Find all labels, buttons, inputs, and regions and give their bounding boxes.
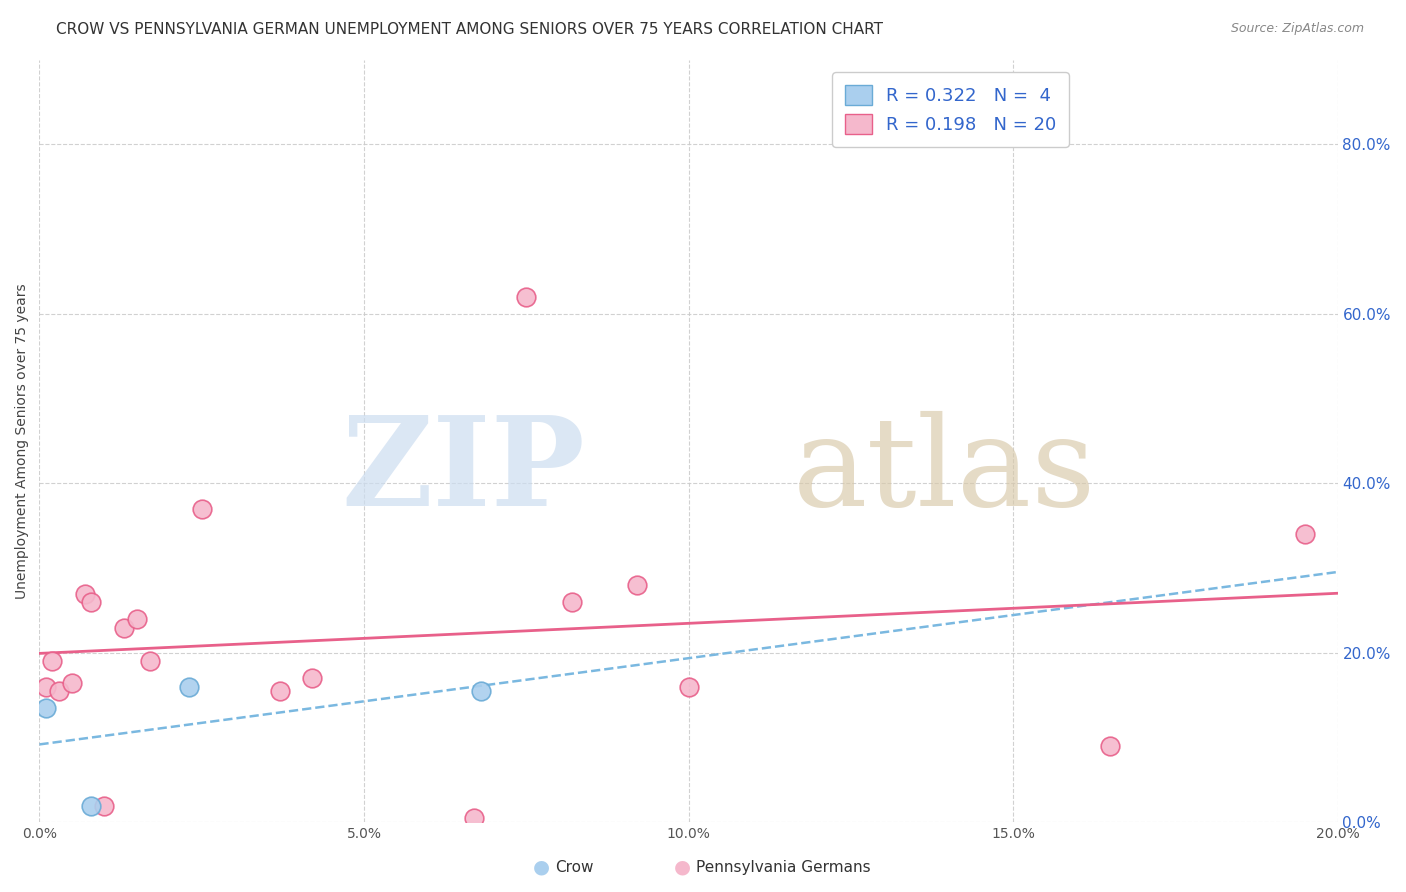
Point <box>80 798 103 813</box>
Point <box>626 578 648 592</box>
Point <box>269 684 291 698</box>
Point <box>1294 527 1316 541</box>
Point <box>80 595 103 609</box>
Point <box>48 684 70 698</box>
Text: Pennsylvania Germans: Pennsylvania Germans <box>696 860 870 874</box>
Point <box>41 654 63 668</box>
Point <box>177 680 200 694</box>
Text: ●: ● <box>673 857 690 877</box>
Point <box>190 501 212 516</box>
Y-axis label: Unemployment Among Seniors over 75 years: Unemployment Among Seniors over 75 years <box>15 284 30 599</box>
Text: ZIP: ZIP <box>340 411 585 532</box>
Point <box>139 654 162 668</box>
Point <box>301 671 323 685</box>
Point <box>470 684 492 698</box>
Point <box>678 680 700 694</box>
Point <box>112 620 135 634</box>
Point <box>463 811 485 825</box>
Point <box>515 290 537 304</box>
Point <box>73 586 96 600</box>
Text: Source: ZipAtlas.com: Source: ZipAtlas.com <box>1230 22 1364 36</box>
Point <box>93 798 115 813</box>
Text: atlas: atlas <box>793 411 1095 533</box>
Point <box>561 595 583 609</box>
Point <box>35 701 58 715</box>
Text: CROW VS PENNSYLVANIA GERMAN UNEMPLOYMENT AMONG SENIORS OVER 75 YEARS CORRELATION: CROW VS PENNSYLVANIA GERMAN UNEMPLOYMENT… <box>56 22 883 37</box>
Point <box>35 680 58 694</box>
Text: Crow: Crow <box>555 860 593 874</box>
Text: ●: ● <box>533 857 550 877</box>
Legend: R = 0.322   N =  4, R = 0.198   N = 20: R = 0.322 N = 4, R = 0.198 N = 20 <box>832 72 1069 146</box>
Point <box>125 612 148 626</box>
Point <box>1099 739 1122 754</box>
Point <box>60 675 83 690</box>
